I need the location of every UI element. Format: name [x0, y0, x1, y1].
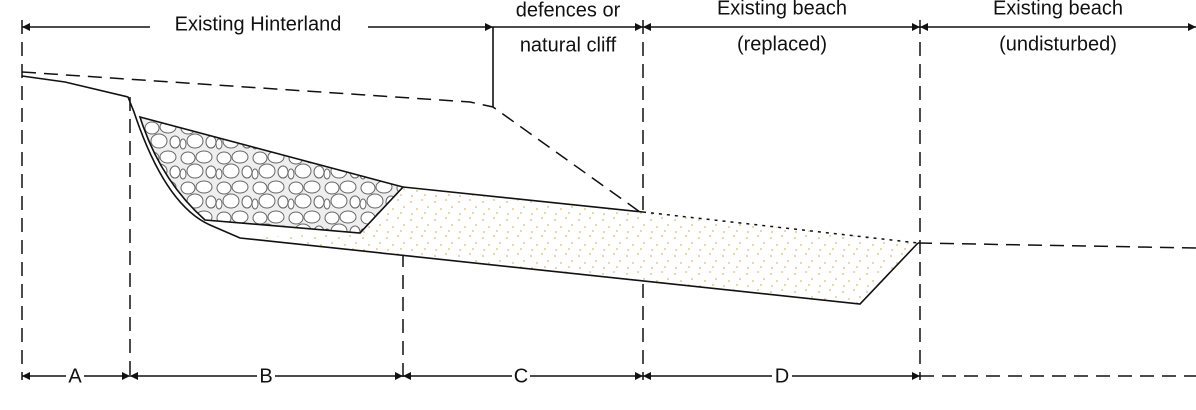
ground: [21, 75, 919, 305]
label: (undisturbed): [999, 33, 1117, 55]
section-label: A: [68, 365, 82, 387]
label: (replaced): [737, 33, 827, 55]
section-label: C: [514, 365, 528, 387]
label: natural cliff: [520, 34, 617, 56]
sand-top-dotted: [642, 211, 919, 244]
section-label: B: [259, 365, 272, 387]
section-lines: [21, 20, 921, 380]
label: Existing beach: [717, 0, 847, 19]
original-profile: [21, 71, 641, 213]
label: defences or: [516, 0, 621, 21]
label: Existing Hinterland: [175, 13, 342, 35]
label: Existing beach: [993, 0, 1123, 19]
sand-fill: [240, 187, 918, 304]
sand-top: [402, 186, 644, 213]
rock-fill: [138, 115, 405, 234]
existing-profile: [917, 242, 1196, 249]
section-label: D: [775, 365, 789, 387]
